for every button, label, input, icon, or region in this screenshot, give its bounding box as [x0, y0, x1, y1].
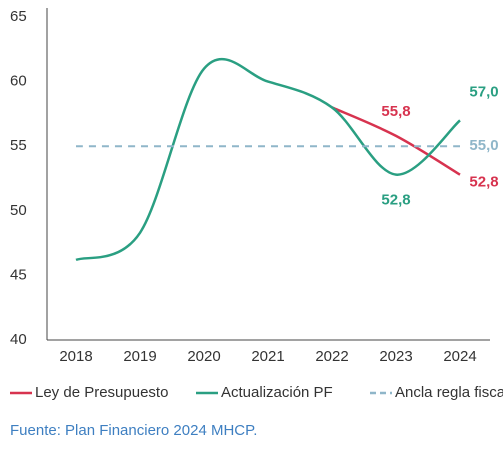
x-tick-label: 2023 [379, 348, 412, 365]
x-tick-label: 2022 [315, 348, 348, 365]
y-tick-label: 55 [10, 137, 27, 154]
x-tick-label: 2024 [443, 348, 476, 365]
x-tick-label: 2021 [251, 348, 284, 365]
y-tick-label: 50 [10, 202, 27, 219]
legend-label: Ancla regla fiscal [395, 384, 503, 401]
data-label: 57,0 [469, 83, 498, 100]
line-series [331, 106, 461, 176]
x-tick-label: 2019 [123, 348, 156, 365]
legend-label: Ley de Presupuesto [35, 384, 168, 401]
y-tick-label: 45 [10, 266, 27, 283]
y-tick-label: 65 [10, 8, 27, 25]
y-tick-label: 60 [10, 73, 27, 90]
data-label: 55,0 [469, 137, 498, 154]
y-tick-label: 40 [10, 331, 27, 348]
data-label: 52,8 [381, 192, 410, 209]
x-tick-label: 2018 [59, 348, 92, 365]
legend-label: Actualización PF [221, 384, 333, 401]
data-label: 52,8 [469, 174, 498, 191]
source: Fuente: Plan Financiero 2024 MHCP. [10, 422, 257, 439]
data-label: 55,8 [381, 103, 410, 120]
x-tick-label: 2020 [187, 348, 220, 365]
line-series [75, 57, 461, 262]
